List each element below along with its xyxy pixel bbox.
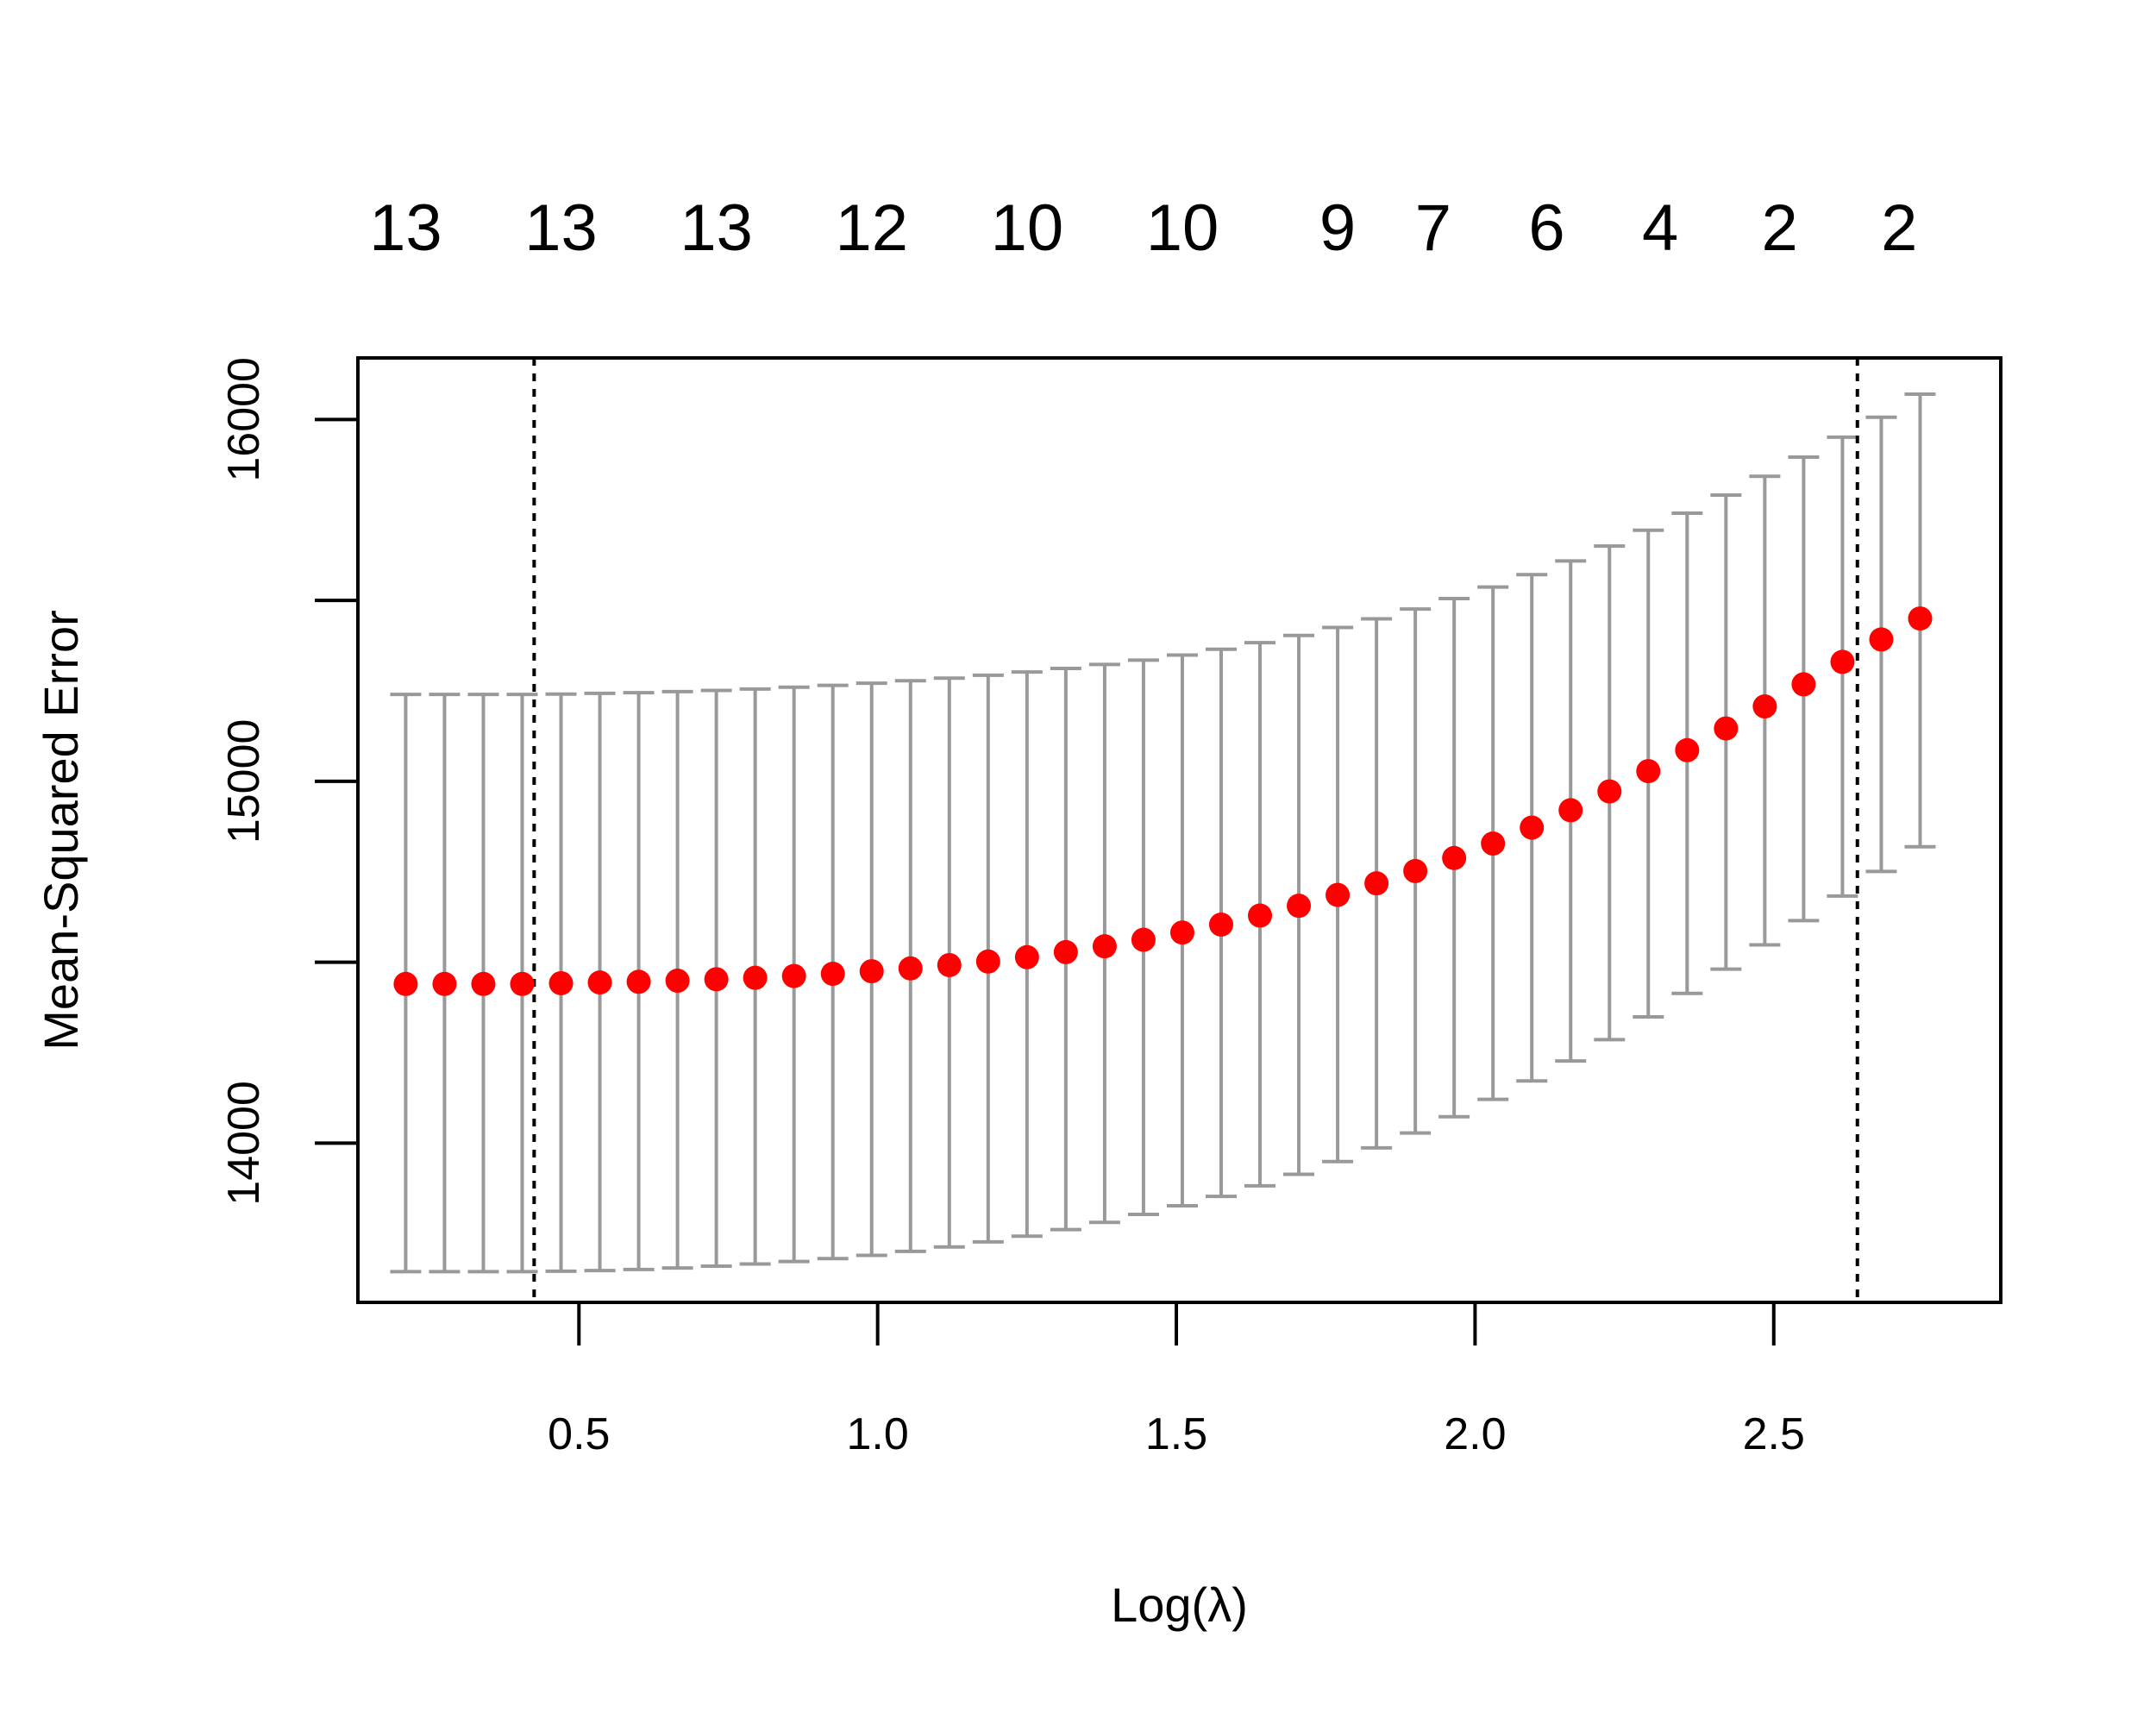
data-point (704, 967, 729, 992)
data-point (1014, 944, 1039, 969)
data-point (1869, 627, 1894, 652)
top-axis-label: 4 (1642, 191, 1678, 265)
data-point (1053, 939, 1078, 964)
data-point (432, 971, 457, 996)
y-axis-label: Mean-Squared Error (34, 610, 88, 1050)
top-axis-label: 7 (1415, 191, 1451, 265)
data-point (1597, 779, 1622, 804)
data-point (1636, 759, 1661, 784)
x-axis-label: Log(λ) (1111, 1578, 1248, 1632)
data-point (781, 963, 806, 988)
x-tick-label: 1.0 (847, 1409, 909, 1459)
data-point (1830, 649, 1855, 674)
data-point (1558, 798, 1583, 823)
data-point (743, 965, 768, 990)
x-tick-label: 2.0 (1444, 1409, 1506, 1459)
top-axis-label: 13 (369, 191, 442, 265)
error-bars (390, 392, 1936, 1274)
plot-frame (356, 356, 2002, 1304)
y-tick-label: 15000 (219, 719, 269, 844)
data-point (1403, 858, 1428, 883)
top-axis-label: 6 (1528, 191, 1564, 265)
data-point (898, 956, 923, 981)
y-tick-label: 16000 (219, 357, 269, 482)
data-points (393, 606, 1933, 996)
data-point (665, 969, 690, 994)
y-tick-label: 14000 (219, 1081, 269, 1206)
x-tick-label: 1.5 (1145, 1409, 1207, 1459)
data-point (1714, 716, 1739, 741)
data-point (1481, 831, 1506, 856)
data-point (471, 971, 496, 996)
data-point (975, 949, 1000, 974)
data-point (1442, 845, 1467, 870)
data-point (1364, 871, 1389, 896)
data-point (859, 959, 884, 984)
top-axis-label: 9 (1319, 191, 1356, 265)
top-axis-label: 10 (1146, 191, 1219, 265)
data-point (1752, 694, 1777, 719)
top-axis-label: 2 (1881, 191, 1917, 265)
data-point (393, 971, 418, 996)
data-point (1131, 927, 1156, 952)
data-point (1092, 934, 1117, 959)
data-point (937, 952, 962, 977)
top-axis-label: 12 (835, 191, 908, 265)
reference-lines (532, 358, 1859, 1302)
data-point (1908, 606, 1933, 631)
data-point (1287, 894, 1312, 919)
x-tick-label: 0.5 (548, 1409, 610, 1459)
data-point (1791, 672, 1816, 697)
data-point (820, 962, 845, 987)
data-point (587, 970, 612, 995)
data-point (510, 971, 535, 996)
data-point (1248, 903, 1273, 928)
data-point (1520, 815, 1545, 840)
y-axis: 14000 15000 16000 (219, 357, 358, 1206)
x-axis: 0.5 1.0 1.5 2.0 2.5 (548, 1302, 1805, 1459)
top-axis-label: 13 (680, 191, 753, 265)
top-axis-nonzero-counts: 13 13 13 12 10 10 9 7 6 4 2 2 (369, 191, 1917, 265)
top-axis-label: 2 (1762, 191, 1798, 265)
x-tick-label: 2.5 (1743, 1409, 1805, 1459)
data-point (1675, 737, 1700, 762)
data-point (626, 969, 651, 994)
data-point (1169, 920, 1194, 945)
top-axis-label: 13 (524, 191, 598, 265)
data-point (548, 970, 573, 995)
data-point (1326, 882, 1351, 907)
top-axis-label: 10 (991, 191, 1064, 265)
data-point (1208, 913, 1233, 937)
